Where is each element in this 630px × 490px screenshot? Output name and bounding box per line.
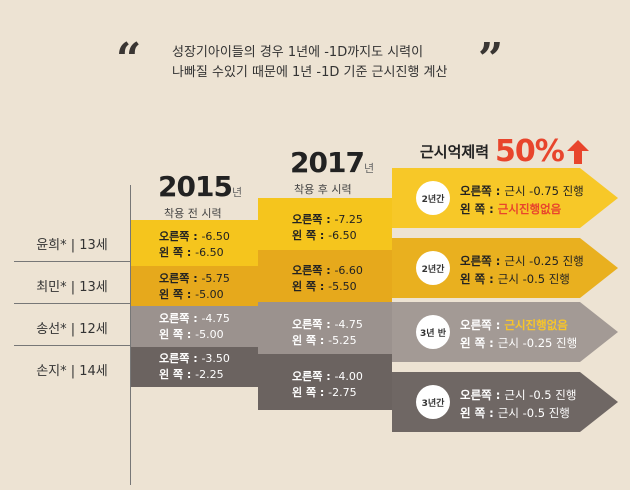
result-left: 근시 -0.5 진행 — [497, 406, 570, 420]
divider — [14, 303, 130, 304]
before-right-value: -5.75 — [201, 272, 230, 285]
result-right: 근시 -0.25 진행 — [504, 254, 584, 268]
before-right-value: -4.75 — [201, 312, 230, 325]
result-right: 근시 -0.5 진행 — [504, 388, 577, 402]
suppression-value: 50% — [495, 134, 565, 169]
vertical-divider — [130, 185, 131, 485]
result-arrow-0: 2년간 오른쪽 : 근시 -0.75 진행 왼 쪽 : 근시진행없음 — [392, 168, 618, 228]
col-before-heading: 2015년 — [158, 170, 242, 203]
before-left-value: -5.00 — [195, 288, 224, 301]
before-bar-1: 오른쪽 : -5.75 왼 쪽 : -5.00 — [131, 266, 259, 312]
patient-name: 손지* | 14세 — [36, 364, 108, 379]
after-left-value: -6.50 — [328, 229, 357, 242]
after-bar-2: 오른쪽 : -4.75 왼 쪽 : -5.25 — [258, 302, 392, 354]
col-before-year: 2015 — [158, 170, 233, 203]
col-after-label: 착용 후 시력 — [294, 183, 352, 196]
after-left-value: -2.75 — [328, 386, 357, 399]
result-arrow-3: 3년간 오른쪽 : 근시 -0.5 진행 왼 쪽 : 근시 -0.5 진행 — [392, 372, 618, 432]
period-badge: 2년간 — [416, 181, 450, 215]
patient-name: 최민* | 13세 — [36, 280, 108, 295]
before-left-value: -2.25 — [195, 368, 224, 381]
period-badge: 3년간 — [416, 385, 450, 419]
header-line-2: 나빠질 수있기 때문에 1년 -1D 기준 근시진행 계산 — [172, 65, 448, 80]
result-arrow-2: 3년 반 오른쪽 : 근시진행없음 왼 쪽 : 근시 -0.25 진행 — [392, 302, 618, 362]
period-badge: 3년 반 — [416, 315, 450, 349]
result-left: 근시 -0.5 진행 — [497, 272, 570, 286]
col-after-year: 2017 — [290, 146, 365, 179]
patient-name: 윤희* | 13세 — [36, 238, 108, 253]
before-bar-3: 오른쪽 : -3.50 왼 쪽 : -2.25 — [131, 347, 259, 387]
result-right: 근시진행없음 — [504, 318, 568, 332]
after-left-value: -5.25 — [328, 334, 357, 347]
after-bar-3: 오른쪽 : -4.00 왼 쪽 : -2.75 — [258, 354, 392, 410]
result-right: 근시 -0.75 진행 — [504, 184, 584, 198]
after-right-value: -4.75 — [334, 318, 363, 331]
before-bar-2: 오른쪽 : -4.75 왼 쪽 : -5.00 — [131, 306, 259, 350]
before-left-value: -5.00 — [195, 328, 224, 341]
after-right-value: -7.25 — [334, 213, 363, 226]
suppression-heading: 근시억제력 50% — [420, 134, 589, 169]
period-badge: 2년간 — [416, 251, 450, 285]
after-right-value: -4.00 — [334, 370, 363, 383]
before-bar-0: 오른쪽 : -6.50 왼 쪽 : -6.50 — [131, 220, 259, 266]
result-left: 근시진행없음 — [497, 202, 562, 216]
suppression-label: 근시억제력 — [420, 143, 490, 161]
open-quote-icon: “ — [116, 34, 142, 85]
divider — [14, 261, 130, 262]
divider — [14, 345, 130, 346]
before-right-value: -3.50 — [201, 352, 230, 365]
col-before-label: 착용 전 시력 — [164, 207, 222, 220]
after-left-value: -5.50 — [328, 280, 357, 293]
before-right-value: -6.50 — [201, 230, 230, 243]
after-bar-1: 오른쪽 : -6.60 왼 쪽 : -5.50 — [258, 250, 392, 302]
after-bar-0: 오른쪽 : -7.25 왼 쪽 : -6.50 — [258, 198, 392, 250]
col-after-unit: 년 — [363, 162, 375, 175]
patient-name: 송선* | 12세 — [36, 322, 108, 337]
result-arrow-1: 2년간 오른쪽 : 근시 -0.25 진행 왼 쪽 : 근시 -0.5 진행 — [392, 238, 618, 298]
close-quote-icon: ” — [478, 34, 504, 85]
result-left: 근시 -0.25 진행 — [497, 336, 578, 350]
col-before-unit: 년 — [231, 186, 243, 199]
after-right-value: -6.60 — [334, 264, 363, 277]
header-line-1: 성장기아이들의 경우 1년에 -1D까지도 시력이 — [172, 45, 424, 60]
before-left-value: -6.50 — [195, 246, 224, 259]
up-arrow-icon — [566, 139, 589, 164]
col-after-heading: 2017년 — [290, 146, 374, 179]
